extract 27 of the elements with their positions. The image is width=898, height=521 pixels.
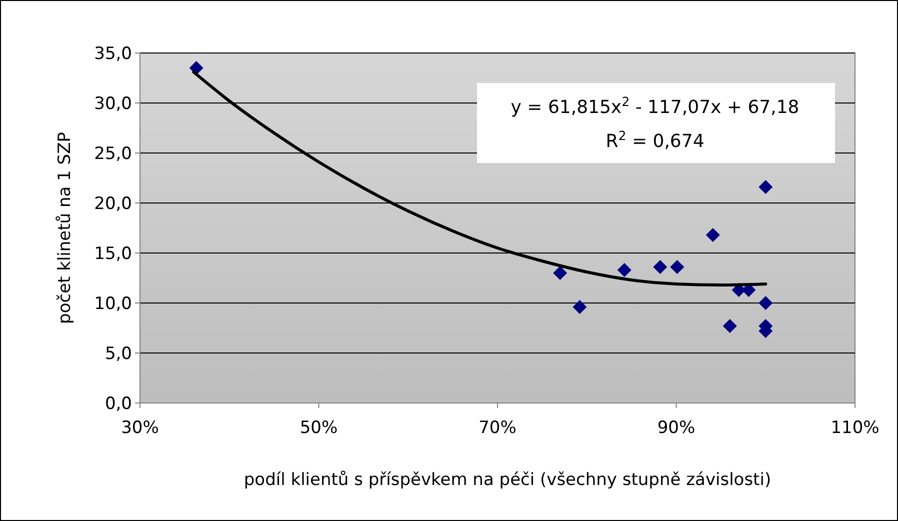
x-tick-label: 70% <box>478 418 516 438</box>
x-tick-label: 50% <box>300 418 338 438</box>
y-tick-label: 5,0 <box>104 344 132 364</box>
point <box>758 180 773 194</box>
point <box>553 266 568 280</box>
annotation: R$^{2}$ = 0,674 <box>606 128 704 152</box>
point <box>572 300 587 314</box>
y-tick-label: 30,0 <box>94 94 132 114</box>
point <box>653 260 668 274</box>
y-tick-label: 25,0 <box>94 144 132 164</box>
x-tick-label: 90% <box>657 418 696 438</box>
annotation: y = 61,815x$^{2}$ - 117,07x + 67,18 <box>510 94 800 118</box>
y-axis-title: počet klinetů na 1 SZP <box>55 132 75 324</box>
point <box>617 263 632 277</box>
point <box>742 283 756 297</box>
x-axis-title: podíl klientů s příspěvkem na péči (všechny stupně závislosti) <box>244 470 772 490</box>
y-tick-label: 35,0 <box>94 44 132 64</box>
y-tick-label: 0,0 <box>104 394 132 414</box>
y-tick-label: 20,0 <box>94 194 132 214</box>
point <box>758 296 773 310</box>
y-tick-label: 15,0 <box>94 244 132 264</box>
point <box>722 319 737 333</box>
y-tick-label: 10,0 <box>94 294 132 314</box>
x-tick-label: 30% <box>121 418 159 438</box>
x-tick-label: 110% <box>830 418 880 438</box>
point <box>670 260 684 274</box>
point <box>706 228 720 242</box>
